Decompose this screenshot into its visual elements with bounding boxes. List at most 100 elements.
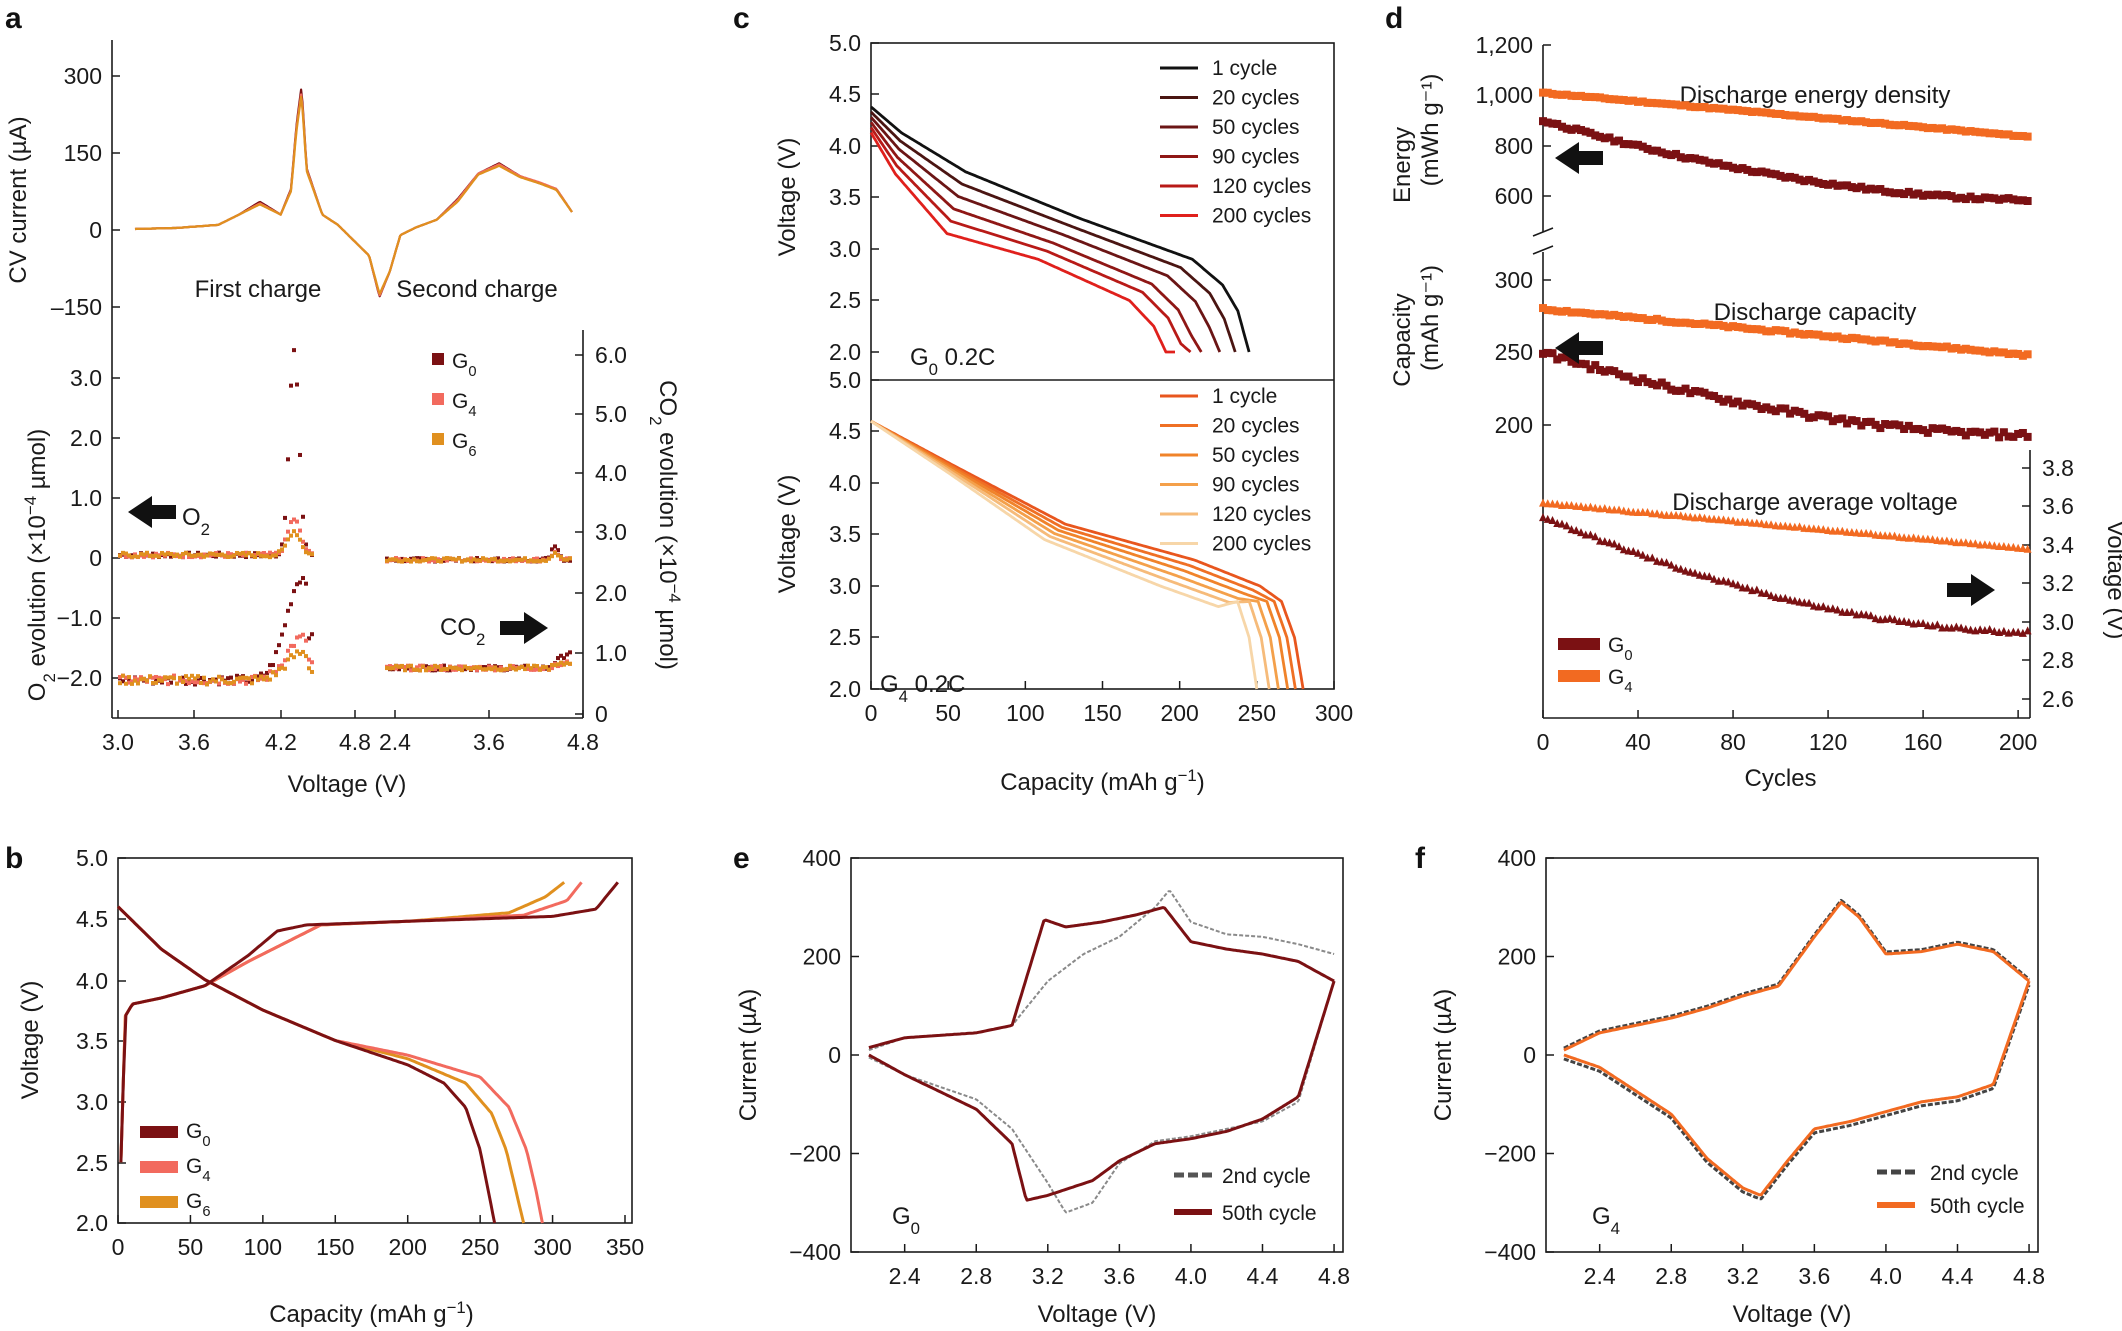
panel-a-legend-label-G6-part: 6 — [468, 444, 476, 460]
panel-b-legend-label-G4-part: 4 — [202, 1169, 210, 1185]
panel-d-point-2 — [1876, 336, 1885, 345]
panel-d-point-0 — [1605, 95, 1614, 104]
panel-letter-f: f — [1415, 842, 1426, 875]
panel-a-co2-point-G6 — [124, 681, 128, 686]
panel-a-xtick-label: 3.0 — [102, 729, 134, 755]
panel-a-o2-point-G6 — [268, 555, 272, 560]
panel-a-o2-point-G0 — [292, 348, 296, 353]
panel-d-point-3 — [1657, 378, 1666, 387]
panel-c-bottom-label-part: 4 — [899, 687, 908, 706]
panel-d-point-3 — [1809, 413, 1818, 422]
panel-d-point-3 — [1923, 428, 1932, 437]
panel-a-legend-label-G6: G6 — [452, 430, 477, 460]
panel-d-point-1 — [1596, 132, 1605, 141]
panel-a-o2-point-G6 — [505, 558, 509, 563]
panel-d-point-3 — [1748, 400, 1757, 409]
panel-d-point-1 — [1942, 191, 1951, 200]
panel-d-xtick-label: 160 — [1904, 729, 1942, 755]
panel-d-point-2 — [1710, 321, 1719, 330]
panel-e-ytick-label: 0 — [828, 1042, 841, 1068]
panel-a-o2-point-G4 — [199, 555, 203, 560]
panel-a-top-ytick-label: 300 — [64, 63, 102, 89]
panel-a-co2-point-G6 — [406, 664, 410, 669]
panel-a-o2-point-G4 — [154, 551, 158, 556]
panel-d-point-2 — [1686, 319, 1695, 328]
panel-a-co2-point-G0 — [235, 673, 239, 678]
panel-b-legend-marker-G4 — [140, 1161, 178, 1173]
panel-d-point-5 — [1767, 591, 1776, 600]
panel-c-bottom-label: G4 0.2C — [880, 671, 965, 706]
panel-d-point-0 — [1548, 89, 1557, 98]
panel-a-co2-point-G6 — [394, 663, 398, 668]
panel-b-xtick-label: 250 — [461, 1234, 499, 1260]
panel-d-point-0 — [1776, 109, 1785, 118]
panel-a-o2-point-G6 — [418, 559, 422, 564]
panel-c-top-ylabel: Voltage (V) — [774, 138, 801, 257]
panel-d-point-0 — [1591, 93, 1600, 102]
panel-a-o2-point-G6 — [415, 559, 419, 564]
panel-b-xtick-label: 0 — [112, 1234, 125, 1260]
panel-d-point-3 — [1676, 386, 1685, 395]
panel-a-co2-point-G6 — [430, 666, 434, 671]
panel-d-point-4 — [1985, 540, 1994, 549]
panel-d-xtick-label: 120 — [1809, 729, 1847, 755]
panel-d-point-4 — [1653, 509, 1662, 518]
panel-d-point-3 — [1695, 387, 1704, 396]
panel-d-point-0 — [1805, 112, 1814, 121]
panel-d-point-1 — [1619, 140, 1628, 149]
panel-a-o2-point-G6 — [430, 556, 434, 561]
panel-d-point-2 — [1591, 310, 1600, 319]
panel-b-ytick-label: 2.0 — [76, 1210, 108, 1236]
panel-d-point-3 — [1795, 407, 1804, 416]
panel-d-point-4 — [1686, 512, 1695, 521]
panel-e-cycle2-discharge — [868, 980, 1336, 1214]
panel-d-point-2 — [1581, 309, 1590, 318]
panel-d-point-5 — [1695, 570, 1704, 579]
panel-a-co2-point-G0 — [259, 671, 263, 676]
panel-b-discharge-G0 — [116, 905, 497, 1224]
panel-d-title-voltage: Discharge average voltage — [1672, 489, 1958, 516]
panel-f-label: G4 — [1592, 1203, 1620, 1238]
panel-d-point-3 — [1553, 355, 1562, 364]
panel-e-ytick-label: 400 — [803, 845, 841, 871]
panel-d-point-5 — [1586, 530, 1595, 539]
panel-d-point-0 — [1638, 97, 1647, 106]
panel-d-point-2 — [1976, 346, 1985, 355]
panel-a-co2-point-G4 — [190, 679, 194, 684]
panel-d-capacity-ylabel-2: (mAh g⁻¹) — [1417, 265, 1444, 371]
panel-a-co2-point-G6 — [502, 667, 506, 672]
panel-d-point-2 — [1938, 343, 1947, 352]
panel-d-point-4 — [1743, 517, 1752, 526]
panel-d-energy-arrow — [1555, 142, 1603, 174]
panel-a-co2-point-G6 — [190, 673, 194, 678]
panel-a-o2-point-G4 — [187, 555, 191, 560]
panel-d-point-2 — [1638, 314, 1647, 323]
panel-d-point-0 — [1653, 99, 1662, 108]
panel-a-co2-point-G6 — [475, 665, 479, 670]
panel-d-point-0 — [1719, 104, 1728, 113]
panel-d-point-2 — [1615, 311, 1624, 320]
panel-d-point-5 — [1548, 515, 1557, 524]
panel-d-point-0 — [1672, 100, 1681, 109]
panel-a-co2-point-G6 — [457, 667, 461, 672]
panel-c-bottom-ytick-label: 4.5 — [829, 418, 861, 444]
panel-d-point-0 — [1771, 109, 1780, 118]
panel-d-point-4 — [1624, 507, 1633, 516]
panel-d-point-5 — [1957, 623, 1966, 632]
panel-d-point-3 — [1771, 407, 1780, 416]
panel-a-co2-point-G4 — [532, 667, 536, 672]
panel-d-point-1 — [1824, 180, 1833, 189]
panel-c-bottom-legend-label: 50 cycles — [1212, 444, 1300, 467]
panel-a-co2-point-G4 — [430, 664, 434, 669]
panel-d-point-1 — [1990, 194, 1999, 203]
panel-a-co2-point-G6 — [118, 681, 122, 686]
panel-a-o2-point-G4 — [208, 553, 212, 558]
panel-a-co2-point-G6 — [490, 667, 494, 672]
panel-e-xtick-label: 3.2 — [1032, 1263, 1064, 1289]
panel-e-legend-label-50th: 50th cycle — [1222, 1202, 1317, 1225]
panel-d-point-5 — [1809, 601, 1818, 610]
panel-d-title-energy: Discharge energy density — [1680, 82, 1951, 109]
panel-d-point-3 — [1828, 417, 1837, 426]
panel-d-voltage-ylabel: Voltage (V) — [2102, 521, 2122, 640]
panel-a-co2-point-G6 — [220, 677, 224, 682]
